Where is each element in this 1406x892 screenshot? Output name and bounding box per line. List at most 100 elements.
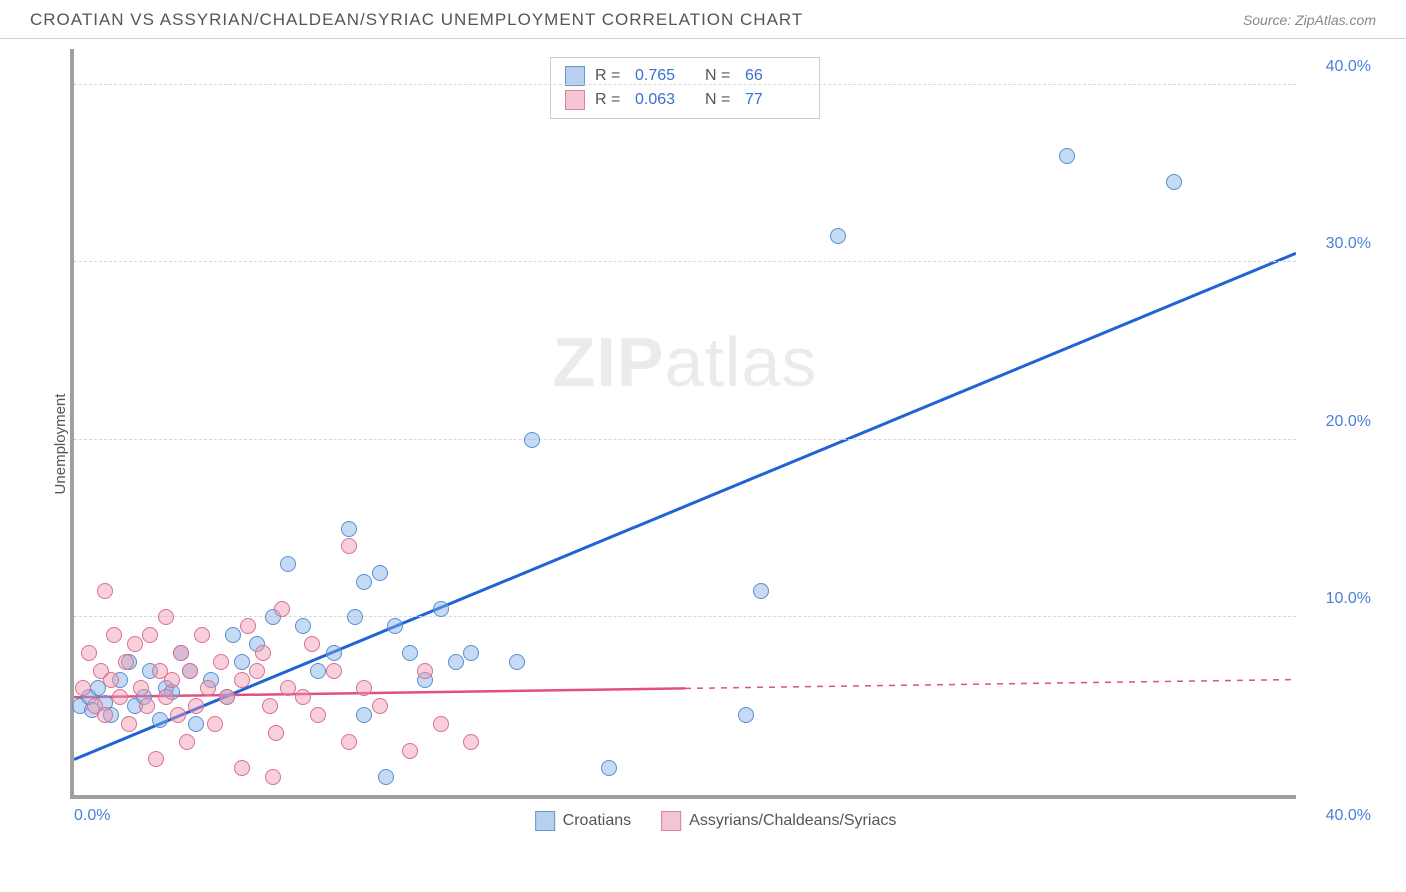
- data-point: [219, 689, 235, 705]
- n-label: N =: [705, 91, 735, 109]
- data-point: [103, 672, 119, 688]
- data-point: [139, 698, 155, 714]
- data-point: [753, 583, 769, 599]
- data-point: [1059, 148, 1075, 164]
- data-point: [127, 636, 143, 652]
- data-point: [304, 636, 320, 652]
- data-point: [378, 769, 394, 785]
- data-point: [182, 663, 198, 679]
- chart-area: Unemployment ZIPatlas R = 0.765 N = 66 R…: [55, 49, 1376, 839]
- chart-title: CROATIAN VS ASSYRIAN/CHALDEAN/SYRIAC UNE…: [30, 10, 803, 30]
- data-point: [179, 734, 195, 750]
- data-point: [118, 654, 134, 670]
- data-point: [188, 716, 204, 732]
- data-point: [326, 645, 342, 661]
- data-point: [463, 645, 479, 661]
- trend-line: [74, 253, 1296, 759]
- n-value: 66: [745, 67, 805, 85]
- legend-stats: R = 0.765 N = 66 R = 0.063 N = 77: [550, 57, 820, 119]
- data-point: [356, 574, 372, 590]
- data-point: [326, 663, 342, 679]
- data-point: [158, 609, 174, 625]
- data-point: [240, 618, 256, 634]
- y-tick-label: 20.0%: [1326, 413, 1371, 431]
- legend-label: Croatians: [563, 812, 631, 830]
- data-point: [433, 601, 449, 617]
- data-point: [268, 725, 284, 741]
- y-tick-label: 10.0%: [1326, 590, 1371, 608]
- data-point: [194, 627, 210, 643]
- legend-label: Assyrians/Chaldeans/Syriacs: [689, 812, 896, 830]
- data-point: [152, 712, 168, 728]
- data-point: [310, 663, 326, 679]
- data-point: [433, 716, 449, 732]
- watermark-bold: ZIP: [553, 323, 665, 401]
- data-point: [106, 627, 122, 643]
- data-point: [225, 627, 241, 643]
- data-point: [738, 707, 754, 723]
- data-point: [249, 663, 265, 679]
- data-point: [121, 716, 137, 732]
- data-point: [97, 583, 113, 599]
- data-point: [509, 654, 525, 670]
- data-point: [463, 734, 479, 750]
- data-point: [341, 734, 357, 750]
- data-point: [213, 654, 229, 670]
- data-point: [372, 698, 388, 714]
- data-point: [148, 751, 164, 767]
- gridline: [74, 616, 1296, 617]
- data-point: [372, 565, 388, 581]
- data-point: [112, 689, 128, 705]
- data-point: [255, 645, 271, 661]
- plot-region: ZIPatlas R = 0.765 N = 66 R = 0.063 N = …: [70, 49, 1296, 799]
- n-value: 77: [745, 91, 805, 109]
- legend-item: Croatians: [535, 811, 631, 831]
- gridline: [74, 439, 1296, 440]
- data-point: [170, 707, 186, 723]
- data-point: [280, 556, 296, 572]
- data-point: [830, 228, 846, 244]
- n-label: N =: [705, 67, 735, 85]
- data-point: [81, 645, 97, 661]
- data-point: [448, 654, 464, 670]
- data-point: [341, 538, 357, 554]
- data-point: [310, 707, 326, 723]
- data-point: [75, 680, 91, 696]
- r-label: R =: [595, 67, 625, 85]
- data-point: [164, 672, 180, 688]
- data-point: [356, 707, 372, 723]
- trend-line-dashed: [685, 680, 1296, 689]
- x-tick-label: 40.0%: [1326, 807, 1371, 825]
- swatch-icon: [661, 811, 681, 831]
- y-tick-label: 30.0%: [1326, 235, 1371, 253]
- data-point: [97, 707, 113, 723]
- data-point: [402, 645, 418, 661]
- data-point: [402, 743, 418, 759]
- legend-series: Croatians Assyrians/Chaldeans/Syriacs: [535, 811, 897, 831]
- data-point: [387, 618, 403, 634]
- data-point: [234, 760, 250, 776]
- x-tick-label: 0.0%: [74, 807, 110, 825]
- watermark-light: atlas: [665, 323, 818, 401]
- data-point: [356, 680, 372, 696]
- data-point: [265, 769, 281, 785]
- gridline: [74, 84, 1296, 85]
- data-point: [173, 645, 189, 661]
- data-point: [262, 698, 278, 714]
- r-value: 0.063: [635, 91, 695, 109]
- data-point: [524, 432, 540, 448]
- trend-lines: [74, 49, 1296, 795]
- data-point: [295, 689, 311, 705]
- legend-item: Assyrians/Chaldeans/Syriacs: [661, 811, 896, 831]
- data-point: [234, 654, 250, 670]
- data-point: [601, 760, 617, 776]
- data-point: [1166, 174, 1182, 190]
- data-point: [200, 680, 216, 696]
- chart-source: Source: ZipAtlas.com: [1243, 12, 1376, 28]
- data-point: [417, 663, 433, 679]
- data-point: [274, 601, 290, 617]
- data-point: [347, 609, 363, 625]
- data-point: [280, 680, 296, 696]
- data-point: [133, 680, 149, 696]
- r-value: 0.765: [635, 67, 695, 85]
